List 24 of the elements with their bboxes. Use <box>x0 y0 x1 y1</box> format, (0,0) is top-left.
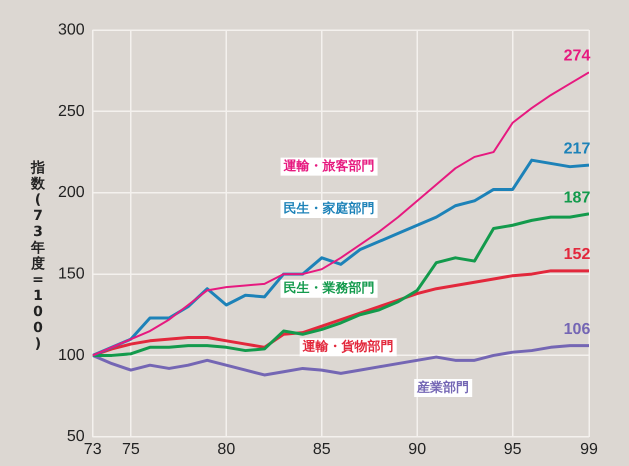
x-tick-label: 80 <box>217 440 236 458</box>
data-label: 217 <box>564 140 590 158</box>
data-label: 274 <box>564 48 590 65</box>
y-tick-label: 150 <box>58 265 85 282</box>
series-label: 民生・業務部門 <box>284 280 375 296</box>
x-tick-label: 99 <box>580 440 598 458</box>
x-tick-label: 85 <box>312 440 331 458</box>
y-tick-label: 300 <box>58 21 85 38</box>
text: 運輸・旅客部門 <box>282 158 375 174</box>
y-tick-label: 50 <box>66 428 85 446</box>
text: 指数(73年度=100) <box>31 160 45 352</box>
y-tick-label: 250 <box>58 102 85 120</box>
series-label: 運輸・貨物部門 <box>302 338 394 355</box>
data-label: 106 <box>564 321 590 338</box>
y-tick-label: 100 <box>58 346 85 364</box>
data-label: 152 <box>564 246 590 264</box>
y-tick-label: 200 <box>58 184 85 202</box>
x-tick-label: 90 <box>408 440 426 458</box>
x-tick-label: 73 <box>84 440 102 458</box>
series-label: 産業部門 <box>416 379 470 396</box>
series-label: 民生・家庭部門 <box>284 200 375 216</box>
x-tick-label: 95 <box>504 440 522 458</box>
data-label: 187 <box>564 189 590 206</box>
x-tick-label: 75 <box>122 440 140 458</box>
